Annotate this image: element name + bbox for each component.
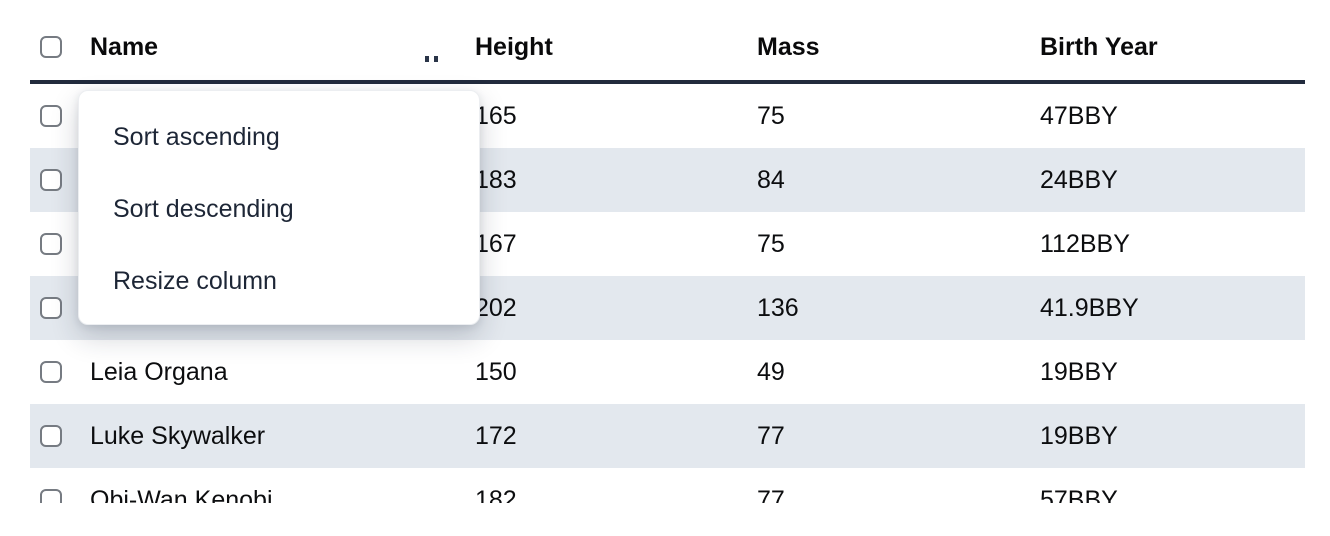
row-checkbox[interactable]	[40, 489, 62, 503]
row-select-cell	[30, 297, 80, 319]
cell-height: 202	[475, 293, 517, 322]
row-checkbox[interactable]	[40, 297, 62, 319]
table-header-row: Name Height Mass Birth Year	[30, 0, 1305, 84]
menu-item-sort-descending[interactable]: Sort descending	[113, 194, 294, 223]
cell-height: 183	[475, 165, 517, 194]
table-row: Obi-Wan Kenobi 182 77 57BBY	[30, 468, 1305, 503]
header-select-cell	[30, 36, 80, 58]
table-row: 165 75 47BBY	[30, 84, 1305, 148]
cell-birth-year: 19BBY	[1040, 357, 1118, 386]
table-row: 167 75 112BBY	[30, 212, 1305, 276]
cell-height: 172	[475, 421, 517, 450]
row-select-cell	[30, 361, 80, 383]
cell-birth-year: 112BBY	[1040, 229, 1130, 258]
column-header-name-label: Name	[90, 32, 159, 61]
cell-mass: 49	[757, 357, 785, 386]
row-select-cell	[30, 489, 80, 503]
row-checkbox[interactable]	[40, 425, 62, 447]
table-row: Luke Skywalker 172 77 19BBY	[30, 404, 1305, 468]
row-select-cell	[30, 425, 80, 447]
row-checkbox[interactable]	[40, 105, 62, 127]
cell-name: Leia Organa	[90, 357, 228, 386]
column-resize-handle[interactable]	[425, 55, 438, 62]
cell-mass: 84	[757, 165, 785, 194]
cell-mass: 136	[757, 293, 799, 322]
cell-birth-year: 24BBY	[1040, 165, 1118, 194]
row-checkbox[interactable]	[40, 361, 62, 383]
cell-mass: 77	[757, 485, 785, 504]
table-row: Leia Organa 150 49 19BBY	[30, 340, 1305, 404]
row-checkbox[interactable]	[40, 233, 62, 255]
column-context-menu: Sort ascending Sort descending Resize co…	[78, 90, 480, 325]
row-select-cell	[30, 169, 80, 191]
row-select-cell	[30, 233, 80, 255]
cell-birth-year: 57BBY	[1040, 485, 1118, 504]
cell-height: 150	[475, 357, 517, 386]
cell-birth-year: 19BBY	[1040, 421, 1118, 450]
column-header-height[interactable]: Height	[475, 32, 553, 61]
cell-mass: 75	[757, 229, 785, 258]
row-checkbox[interactable]	[40, 169, 62, 191]
cell-height: 167	[475, 229, 517, 258]
cell-birth-year: 47BBY	[1040, 101, 1118, 130]
cell-mass: 75	[757, 101, 785, 130]
menu-item-resize-column[interactable]: Resize column	[113, 266, 277, 295]
row-select-cell	[30, 105, 80, 127]
table-viewport: Name Height Mass Birth Year 165 75 47BBY 18…	[30, 0, 1305, 503]
cell-name: Luke Skywalker	[90, 421, 266, 450]
column-header-mass[interactable]: Mass	[757, 32, 820, 61]
cell-birth-year: 41.9BBY	[1040, 293, 1139, 322]
select-all-checkbox[interactable]	[40, 36, 62, 58]
cell-height: 165	[475, 101, 517, 130]
cell-mass: 77	[757, 421, 785, 450]
column-header-birth-year[interactable]: Birth Year	[1040, 32, 1158, 61]
column-header-name[interactable]: Name	[80, 33, 475, 62]
cell-height: 182	[475, 485, 517, 504]
cell-name: Obi-Wan Kenobi	[90, 485, 273, 504]
menu-item-sort-ascending[interactable]: Sort ascending	[113, 122, 280, 151]
